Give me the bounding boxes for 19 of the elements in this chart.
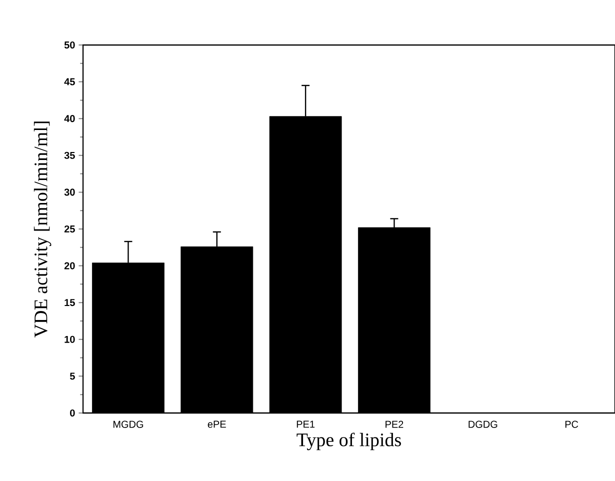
x-tick-label: PC xyxy=(565,420,578,428)
y-tick-label: 40 xyxy=(64,115,75,122)
y-tick-label: 50 xyxy=(64,41,75,49)
x-tick-label: PE2 xyxy=(386,420,404,428)
y-tick-label: 25 xyxy=(64,225,75,233)
y-tick-label: 20 xyxy=(64,262,75,270)
y-tick-label: 35 xyxy=(64,152,75,159)
y-tick-label: 30 xyxy=(64,188,75,196)
y-tick-label: 10 xyxy=(64,336,75,343)
x-axis-title: Type of lipids xyxy=(296,432,401,450)
y-tick-label: 5 xyxy=(70,372,75,380)
x-tick-label: MGDG xyxy=(113,420,144,428)
x-tick-label: PE1 xyxy=(296,420,315,428)
x-tick-label: DGDG xyxy=(468,420,498,428)
y-axis-title: VDE activity [nmol/min/ml] xyxy=(34,122,52,338)
y-tick-label: 15 xyxy=(64,299,75,306)
y-tick-label: 45 xyxy=(64,78,75,86)
y-tick-label: 0 xyxy=(70,409,75,417)
x-tick-label: ePE xyxy=(208,420,226,428)
